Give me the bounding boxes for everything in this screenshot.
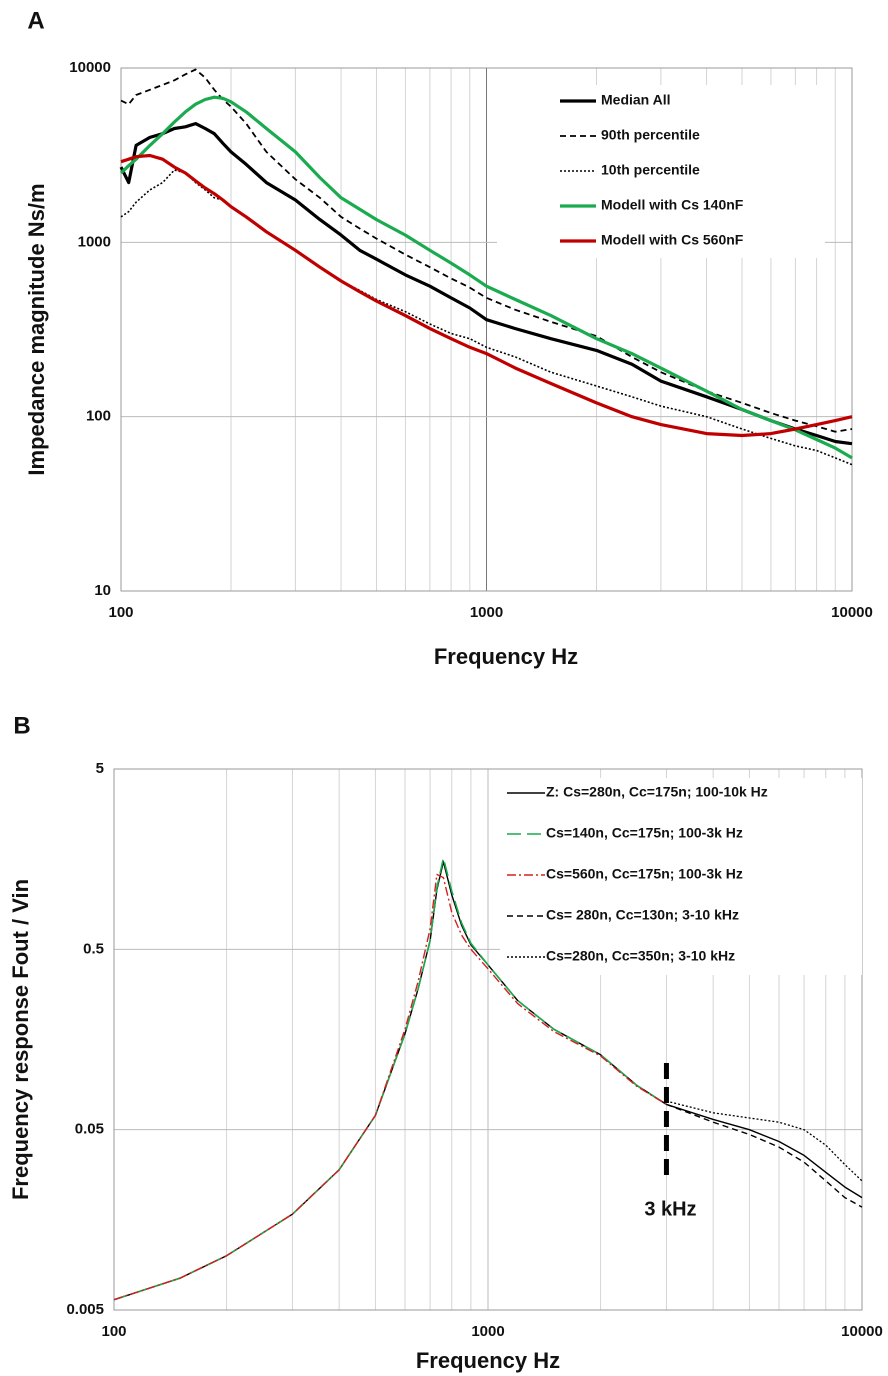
y-tick-label: 0.5 [83,940,104,957]
y-tick-label: 100 [86,408,111,425]
legend-label: Median All [601,92,671,108]
series-line [666,1103,863,1208]
legend-label: Z: Cs=280n, Cc=175n; 100-10k Hz [546,784,768,800]
x-axis-label: Frequency Hz [434,644,578,669]
legend-label: Cs=140n, Cc=175n; 100-3k Hz [546,825,743,841]
y-axis-label: Impedance magnitude Ns/m [24,183,49,475]
x-tick-label: 1000 [470,604,503,621]
plot-border [113,768,863,1311]
y-tick-label: 1000 [78,233,111,250]
plot-border [120,67,853,592]
panel-label: A [27,7,44,34]
series-line [119,95,853,460]
series-line [120,153,853,438]
series-line [119,122,853,446]
legend-label: Cs=560n, Cc=175n; 100-3k Hz [546,866,743,882]
legend-label: 10th percentile [601,162,700,178]
legend-label: Modell with Cs 560nF [601,232,744,248]
panel-label: B [13,712,30,739]
legend-box [497,85,825,258]
y-axis-label: Frequency response Fout / Vin [8,879,33,1200]
annotation-text: 3 kHz [644,1198,696,1220]
legend-box [500,778,862,975]
legend-label: Cs= 280n, Cc=130n; 3-10 kHz [546,907,739,923]
y-tick-label: 10000 [69,59,111,76]
legend-label: 90th percentile [601,127,700,143]
legend-label: Cs=280n, Cc=350n; 3-10 kHz [546,948,735,964]
y-tick-label: 0.005 [66,1301,104,1318]
x-tick-label: 100 [101,1323,126,1340]
x-tick-label: 1000 [471,1323,504,1340]
y-tick-label: 0.05 [75,1121,104,1138]
legend-label: Modell with Cs 140nF [601,197,744,213]
x-tick-label: 10000 [841,1323,883,1340]
x-tick-label: 100 [108,604,133,621]
x-tick-label: 10000 [831,604,873,621]
x-axis-label: Frequency Hz [416,1348,560,1373]
y-tick-label: 10 [94,582,111,599]
series-line [113,873,667,1301]
y-tick-label: 5 [96,760,104,777]
